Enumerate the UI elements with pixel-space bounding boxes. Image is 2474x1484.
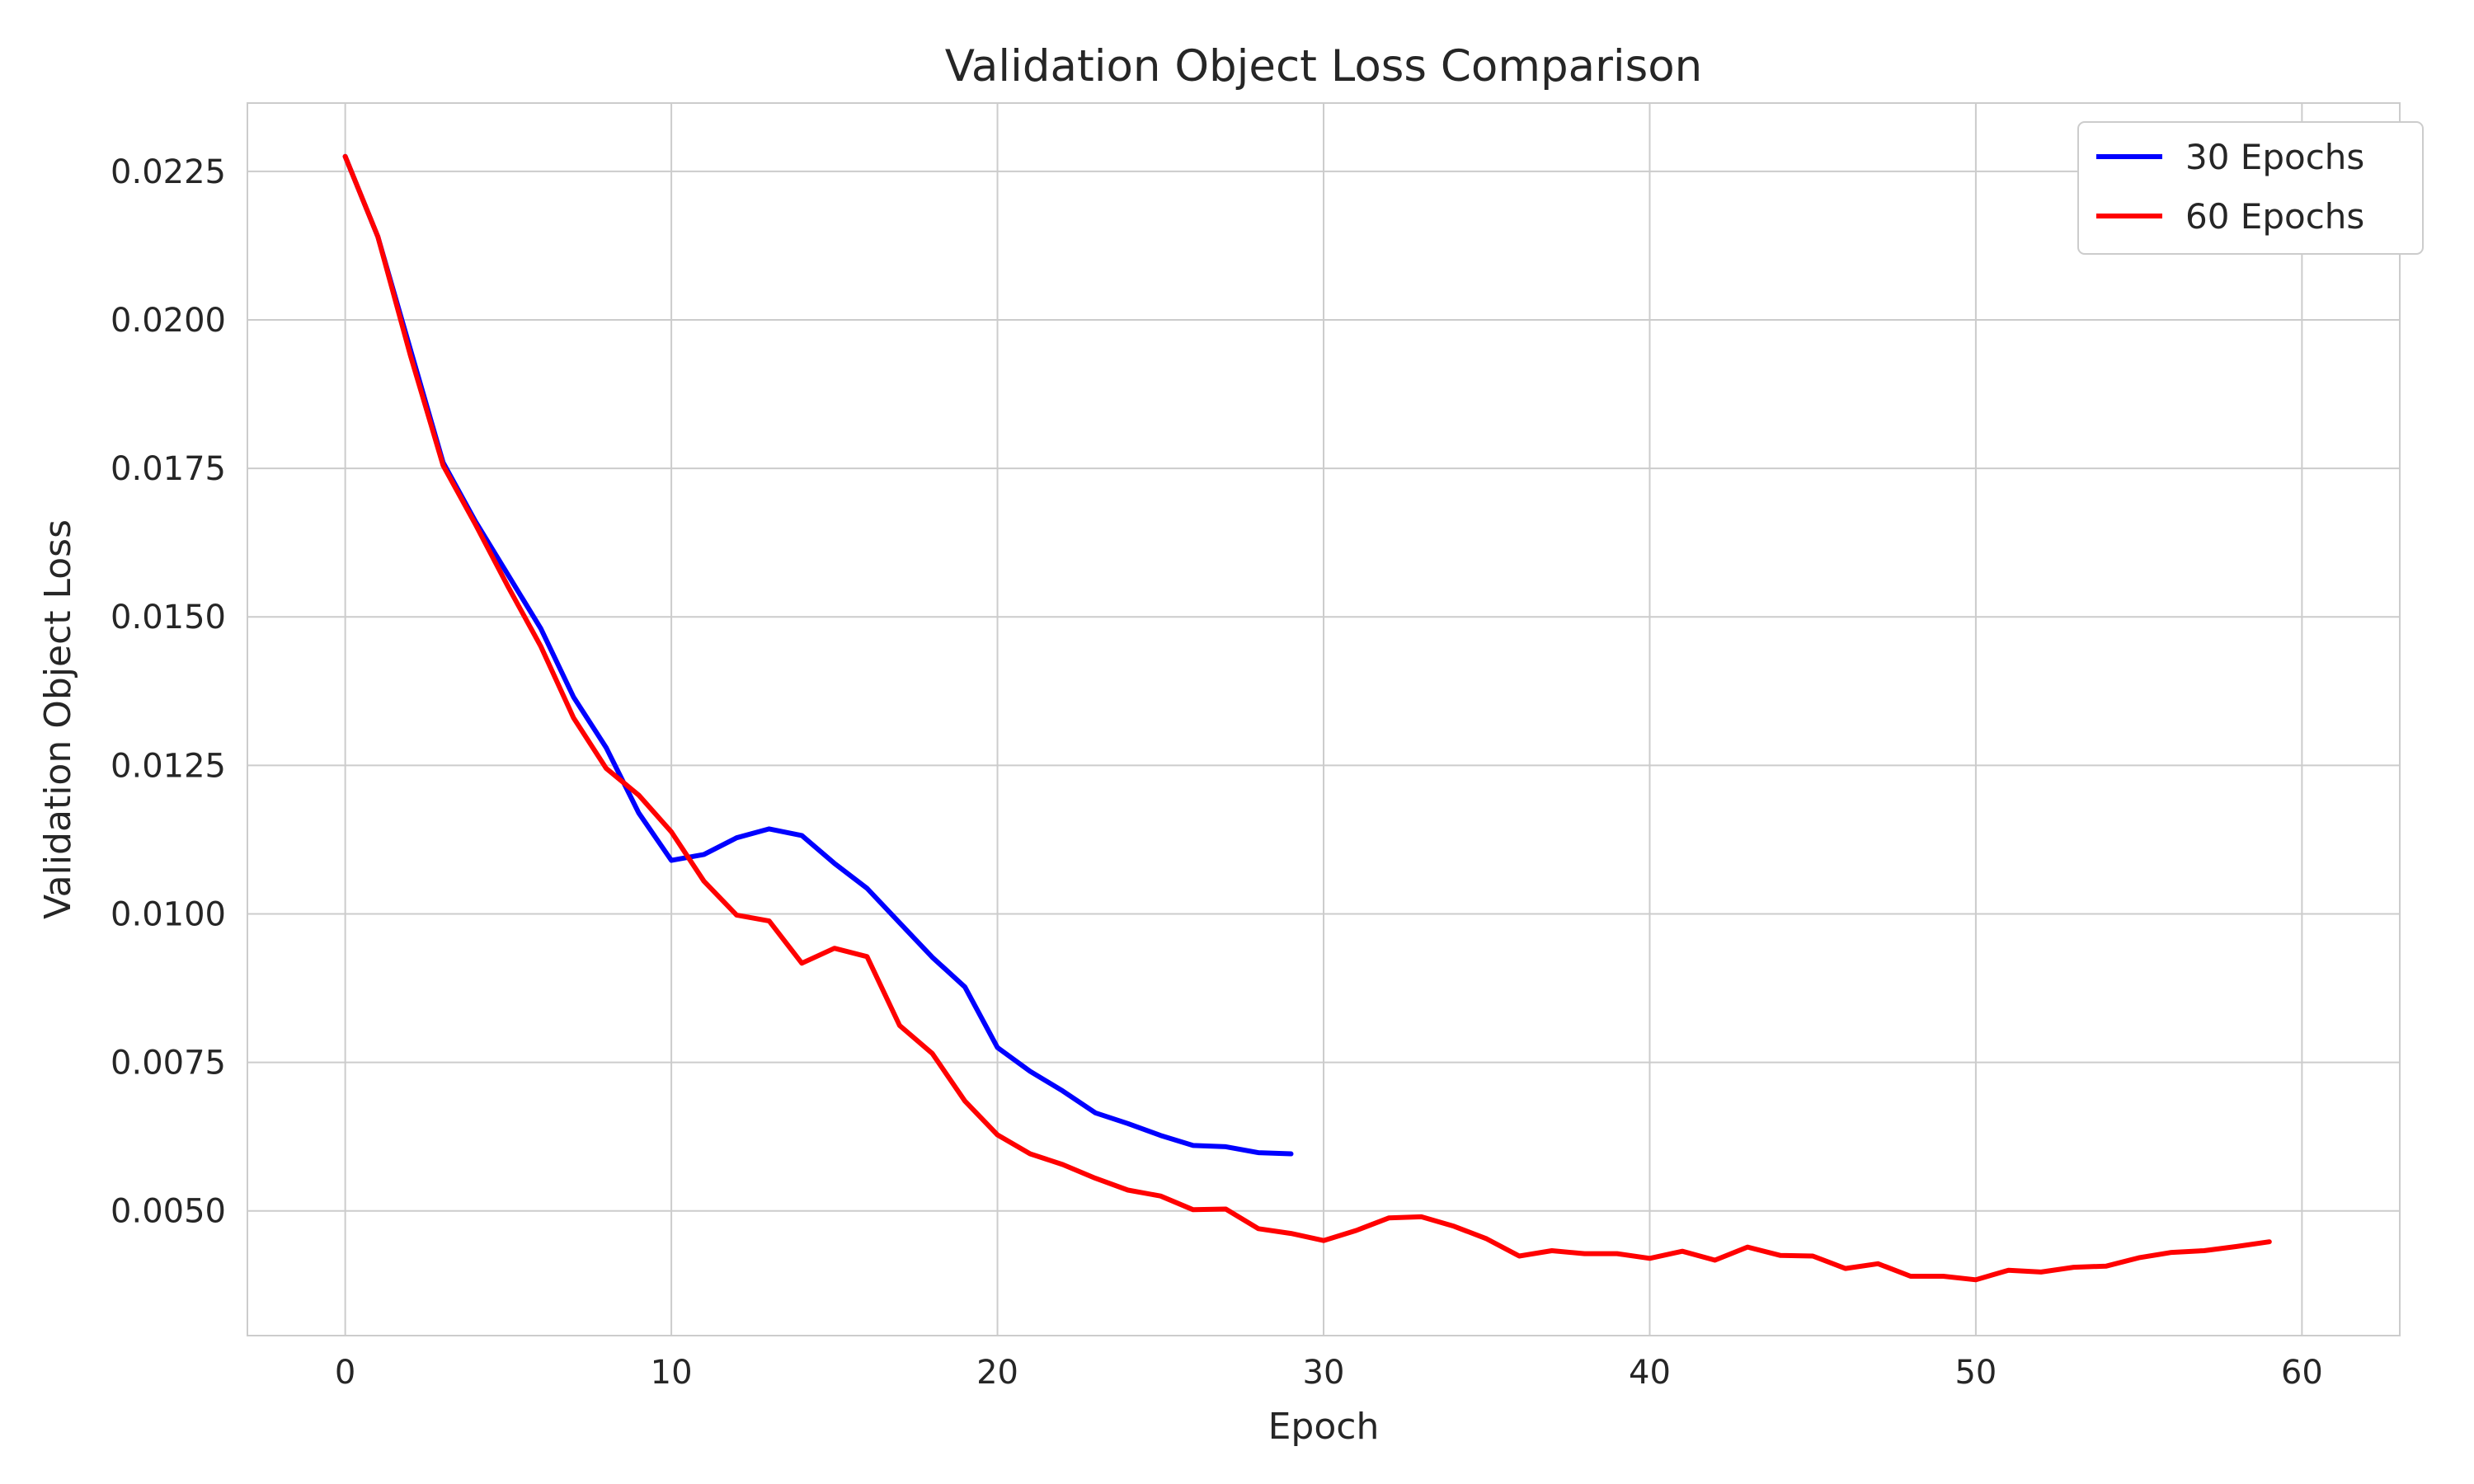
y-tick-label: 0.0175 (111, 450, 226, 488)
x-tick-label: 0 (335, 1354, 355, 1392)
legend: 30 Epochs 60 Epochs (2077, 121, 2424, 255)
x-tick-label: 10 (651, 1354, 693, 1392)
x-tick-label: 40 (1629, 1354, 1671, 1392)
x-axis-label: Epoch (1268, 1406, 1380, 1448)
y-tick-label: 0.0100 (111, 895, 226, 933)
series-line-60-epochs (342, 153, 2272, 1283)
legend-label: 60 Epochs (2185, 196, 2364, 237)
y-axis-label: Validation Object Loss (37, 519, 79, 919)
x-axis-ticks: 0 10 20 30 40 50 60 (335, 1354, 2323, 1392)
series-line-30-epochs (342, 153, 1294, 1157)
y-tick-label: 0.0050 (111, 1193, 226, 1231)
y-tick-label: 0.0150 (111, 599, 226, 636)
y-tick-label: 0.0200 (111, 302, 226, 340)
y-axis-ticks: 0.0050 0.0075 0.0100 0.0125 0.0150 0.0175 0.02… (111, 153, 226, 1231)
x-tick-label: 60 (2281, 1354, 2323, 1392)
x-tick-label: 20 (976, 1354, 1018, 1392)
series-layer (342, 153, 2272, 1283)
legend-box (2077, 121, 2424, 255)
grid-lines (247, 103, 2400, 1336)
chart-title: Validation Object Loss Comparison (945, 41, 1702, 92)
x-tick-label: 50 (1954, 1354, 1997, 1392)
plot-area-frame (247, 102, 2401, 1336)
legend-label: 30 Epochs (2185, 137, 2364, 177)
y-tick-label: 0.0125 (111, 747, 226, 785)
y-tick-label: 0.0225 (111, 153, 226, 191)
y-tick-label: 0.0075 (111, 1045, 226, 1082)
x-tick-label: 30 (1303, 1354, 1345, 1392)
